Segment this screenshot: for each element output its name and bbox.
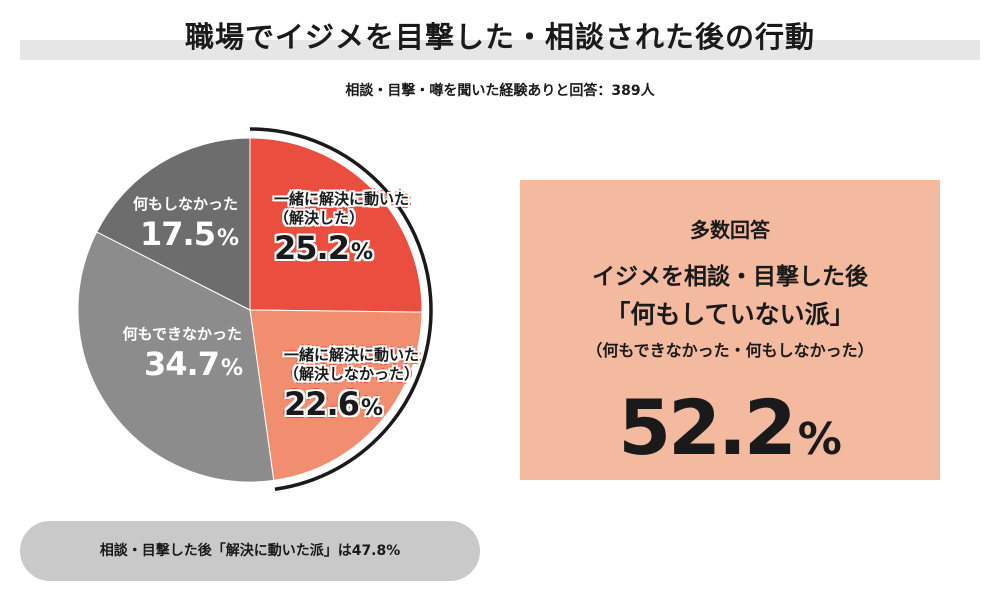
pie-slice-solved: [249, 137, 423, 313]
slice-value-unit: %: [216, 225, 239, 251]
slice-value: 25.2%: [274, 228, 409, 268]
slice-label-could-not: 何もできなかった 34.7%: [100, 325, 243, 384]
slice-value: 34.7%: [100, 344, 243, 384]
highlight-arc: [249, 127, 433, 492]
summary-line3: （何もできなかった・何もしなかった）: [586, 341, 874, 360]
slice-value: 22.6%: [284, 384, 419, 424]
pie-slice-could-not: [77, 231, 275, 483]
chart-title: 職場でイジメを目撃した・相談された後の行動: [184, 20, 815, 54]
slice-value: 17.5%: [96, 214, 239, 254]
slice-label-did-nothing: 何もしなかった 17.5%: [96, 195, 239, 254]
pie-slice-did-nothing: [96, 137, 251, 311]
chart-subtitle: 相談・目撃・噂を聞いた経験ありと回答：389人: [345, 83, 655, 99]
summary-value: 52.2%: [520, 383, 940, 472]
slice-value-number: 25.2: [274, 228, 350, 267]
slice-label-unsolved: 一緒に解決に動いた （解決しなかった） 22.6%: [284, 346, 419, 424]
title-band: [20, 40, 980, 60]
slice-name-line1: 何もしなかった: [132, 195, 238, 213]
slice-name-line2: （解決しなかった）: [284, 364, 420, 383]
slice-name-line2: （解決した）: [274, 208, 365, 227]
slice-label-solved: 一緒に解決に動いた （解決した） 25.2%: [274, 190, 409, 268]
note-pill: 相談・目撃した後「解決に動いた派」は47.8%: [20, 521, 480, 581]
summary-value-number: 52.2: [618, 383, 797, 472]
slice-name-line1: 一緒に解決に動いた: [284, 346, 420, 364]
slice-value-number: 22.6: [284, 384, 360, 423]
slice-value-number: 17.5: [140, 214, 216, 253]
slice-value-unit: %: [360, 395, 383, 421]
summary-heading: 多数回答: [690, 218, 770, 242]
slice-name-line1: 一緒に解決に動いた: [274, 190, 410, 208]
slice-value-unit: %: [350, 239, 373, 265]
summary-box: 多数回答 イジメを相談・目撃した後 「何もしていない派」 （何もできなかった・何…: [520, 180, 940, 480]
summary-line2: 「何もしていない派」: [605, 300, 855, 329]
summary-line1: イジメを相談・目撃した後: [592, 264, 868, 290]
slice-name-line1: 何もできなかった: [122, 325, 242, 343]
summary-value-unit: %: [797, 414, 842, 465]
slice-value-unit: %: [220, 355, 243, 381]
slice-value-number: 34.7: [144, 344, 220, 383]
pie-slice-unsolved: [249, 309, 423, 481]
